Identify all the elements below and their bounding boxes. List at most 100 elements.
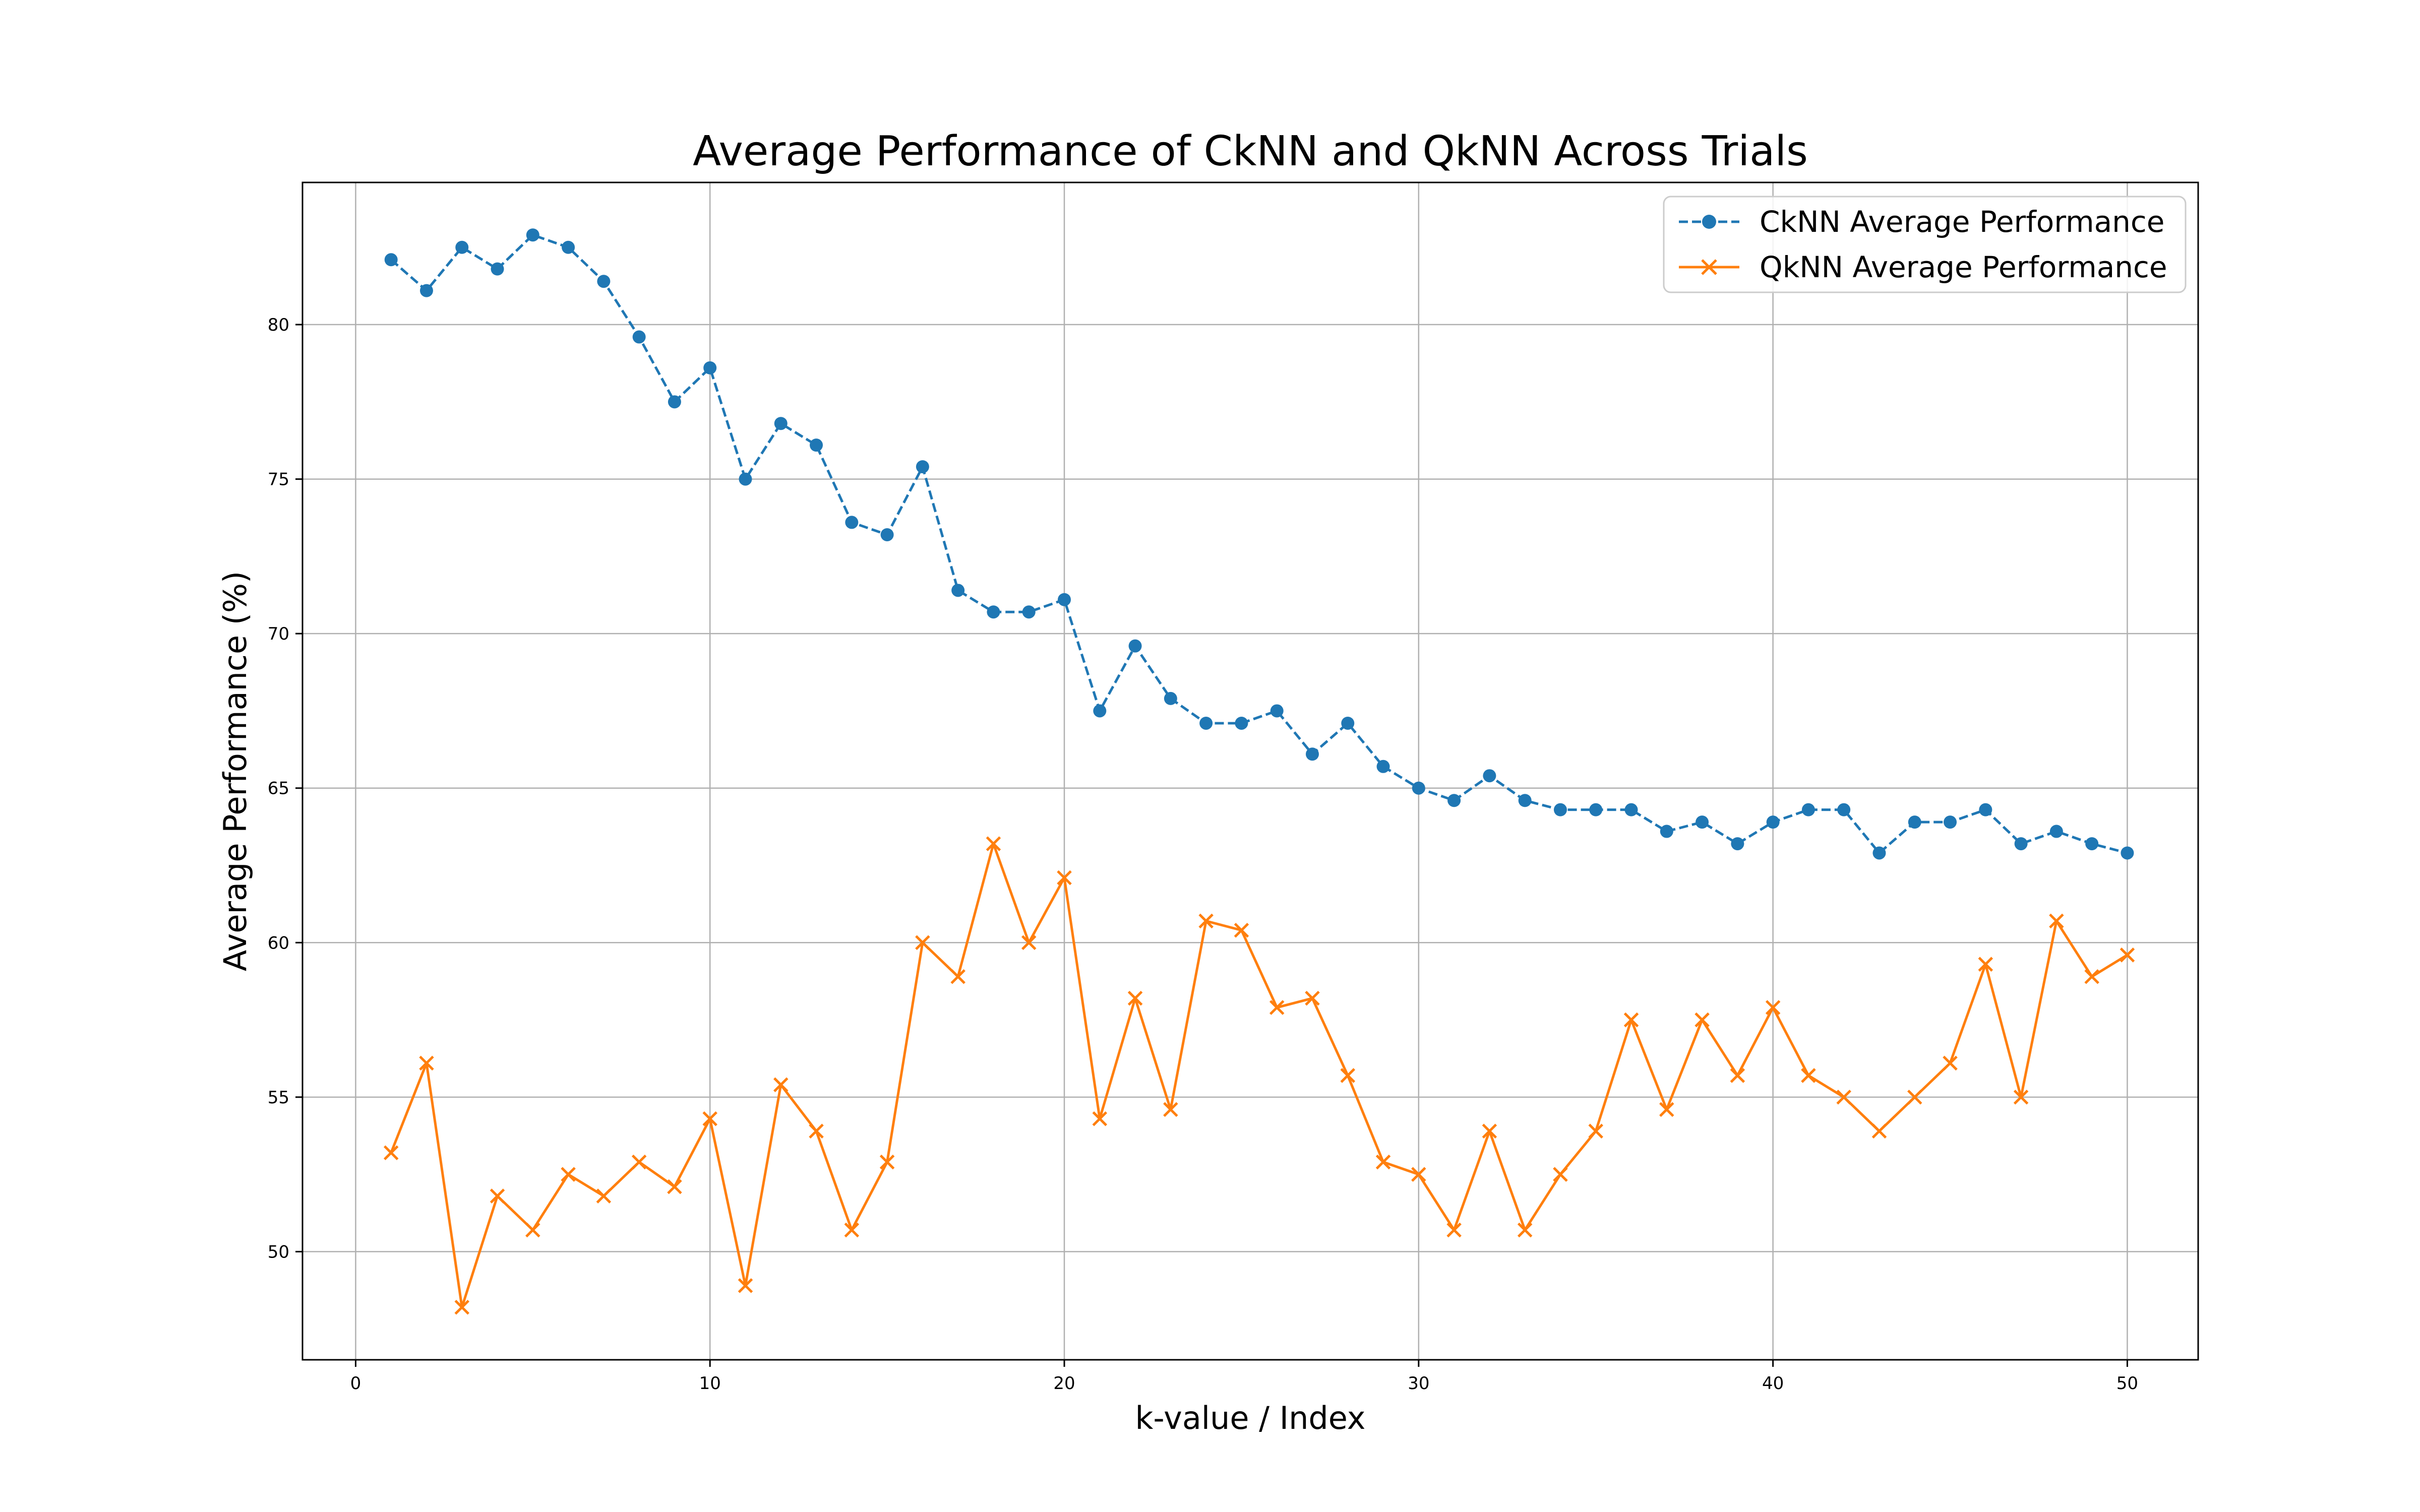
data-point — [1163, 1102, 1178, 1117]
x-tick-label: 10 — [699, 1373, 721, 1394]
data-point — [880, 528, 894, 541]
chart-title: Average Performance of CkNN and QkNN Acr… — [693, 128, 1808, 175]
data-point — [1483, 769, 1496, 783]
data-point — [1553, 1167, 1568, 1182]
data-point — [987, 605, 1000, 619]
data-point — [1907, 1090, 1922, 1105]
legend-entry-ckNN: CkNN Average Performance — [1679, 205, 2164, 239]
data-point — [2120, 948, 2135, 963]
data-point — [1801, 803, 1815, 816]
data-point — [1164, 691, 1177, 705]
data-point — [810, 438, 823, 452]
data-point — [490, 1188, 505, 1204]
data-point — [2014, 837, 2028, 851]
y-tick-label: 75 — [268, 470, 289, 490]
data-point — [1695, 1012, 1710, 1028]
series-ckNN — [384, 228, 2134, 860]
y-tick-label: 70 — [268, 624, 289, 644]
series-layer — [383, 228, 2135, 1315]
data-point — [1943, 1055, 1958, 1071]
data-point — [915, 935, 930, 951]
data-point — [951, 584, 965, 597]
data-point — [1731, 837, 1744, 851]
data-point — [1979, 803, 1992, 816]
data-point — [986, 836, 1001, 851]
data-point — [844, 1222, 860, 1238]
legend-box — [1663, 196, 2187, 293]
y-tick-label: 55 — [268, 1088, 289, 1108]
data-point — [1908, 815, 1921, 829]
x-axis-label: k-value / Index — [1135, 1400, 1366, 1436]
data-point — [738, 1278, 753, 1293]
data-point — [1058, 593, 1071, 606]
data-point — [1696, 815, 1709, 829]
data-point — [454, 1300, 470, 1315]
series-qkNN — [383, 836, 2135, 1315]
x-tick-label: 0 — [350, 1373, 361, 1394]
data-point — [916, 460, 929, 474]
data-point — [562, 240, 575, 254]
data-point — [1553, 803, 1567, 816]
data-point — [1871, 1123, 1887, 1139]
data-point — [845, 516, 859, 529]
data-point — [1624, 803, 1638, 816]
data-point — [419, 284, 433, 297]
legend-marker-ckNN — [1702, 215, 1716, 229]
data-point — [1340, 1068, 1356, 1083]
data-point — [1623, 1012, 1639, 1028]
plot-area-frame — [301, 181, 2199, 1361]
data-point — [1093, 704, 1107, 718]
data-point — [1589, 803, 1603, 816]
data-point — [1517, 1222, 1533, 1238]
data-point — [631, 1154, 647, 1170]
data-point — [1872, 846, 1886, 860]
data-point — [1482, 1123, 1497, 1139]
data-point — [668, 395, 681, 409]
data-point — [1801, 1068, 1816, 1083]
data-point — [739, 472, 752, 486]
y-tick-label: 65 — [268, 779, 289, 799]
series-line — [390, 842, 2128, 1309]
data-point — [1092, 1111, 1108, 1126]
data-point — [809, 1123, 824, 1139]
data-point — [950, 969, 965, 984]
data-point — [1978, 957, 1993, 972]
y-axis-label: Average Performance (%) — [217, 571, 254, 971]
data-point — [561, 1167, 576, 1182]
y-tick-label: 80 — [268, 315, 289, 335]
data-point — [1021, 935, 1037, 951]
data-point — [491, 262, 504, 276]
data-point — [2049, 913, 2064, 929]
y-tick-label: 50 — [268, 1242, 289, 1262]
data-point — [1022, 605, 1036, 619]
data-point — [1199, 716, 1213, 730]
data-point — [632, 330, 646, 344]
data-point — [1944, 815, 1957, 829]
data-point — [1730, 1068, 1745, 1083]
legend-entry-qkNN: QkNN Average Performance — [1679, 250, 2167, 284]
data-point — [1836, 1090, 1851, 1105]
data-point — [1766, 815, 1780, 829]
data-point — [525, 1222, 540, 1238]
data-point — [1270, 704, 1284, 718]
data-point — [2121, 846, 2134, 860]
data-point — [597, 275, 611, 288]
data-point — [455, 240, 469, 254]
legend-label-ckNN: CkNN Average Performance — [1760, 205, 2164, 239]
data-point — [667, 1179, 682, 1194]
data-point — [383, 1145, 399, 1160]
data-point — [2085, 837, 2099, 851]
legend-label-qkNN: QkNN Average Performance — [1760, 250, 2167, 284]
data-point — [1198, 913, 1214, 929]
data-point — [1057, 870, 1072, 886]
x-tick-label: 40 — [1762, 1373, 1784, 1394]
legend-marker-qkNN — [1701, 259, 1717, 275]
grid-lines — [302, 182, 2198, 1360]
data-point — [1376, 760, 1390, 773]
data-point — [2049, 825, 2063, 838]
legend: CkNN Average Performance QkNN Average Pe… — [1663, 196, 2187, 293]
data-point — [1235, 716, 1248, 730]
x-tick-label: 30 — [1408, 1373, 1429, 1394]
data-point — [773, 1077, 789, 1093]
